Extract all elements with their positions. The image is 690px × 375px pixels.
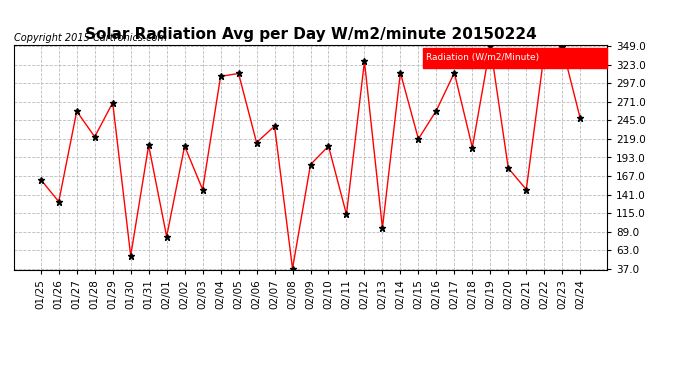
- FancyBboxPatch shape: [423, 48, 607, 68]
- Title: Solar Radiation Avg per Day W/m2/minute 20150224: Solar Radiation Avg per Day W/m2/minute …: [85, 27, 536, 42]
- Text: Copyright 2015 Cartronics.com: Copyright 2015 Cartronics.com: [14, 33, 167, 43]
- Text: Radiation (W/m2/Minute): Radiation (W/m2/Minute): [426, 54, 540, 62]
